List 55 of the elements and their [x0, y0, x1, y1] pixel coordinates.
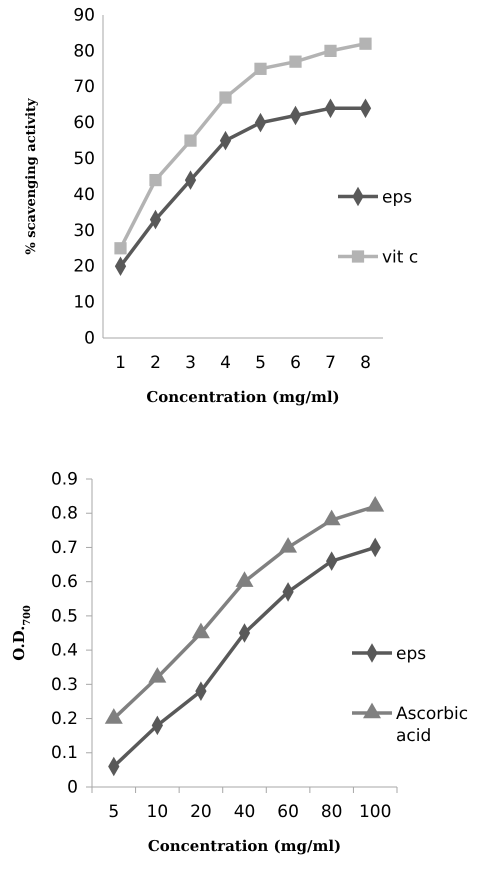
- y-tick-label: 0.4: [50, 640, 78, 661]
- point: [289, 56, 302, 68]
- y-tick-label: 0.2: [50, 708, 78, 729]
- point: [366, 496, 384, 512]
- legend-label: vit c: [382, 248, 418, 268]
- y-tick-label: 0.6: [50, 572, 78, 592]
- y-tick-label: 50: [73, 148, 95, 169]
- point: [279, 537, 298, 553]
- x-tick-label: 8: [360, 353, 371, 374]
- legend-label: eps: [396, 644, 426, 664]
- x-tick-label: 7: [325, 353, 336, 374]
- y-tick-label: 70: [73, 77, 95, 98]
- y-tick-label: 0.3: [50, 674, 78, 695]
- point: [324, 44, 337, 58]
- y-axis-title: % scavenging activity: [24, 98, 39, 255]
- y-tick-label: 0.9: [50, 469, 78, 490]
- x-tick-label: 100: [358, 802, 392, 822]
- legend-label: eps: [382, 188, 412, 208]
- point: [236, 571, 254, 587]
- x-tick-label: 1: [115, 353, 126, 374]
- y-tick-label: 30: [73, 220, 95, 241]
- y-tick-label: 10: [73, 292, 95, 313]
- y-tick-label: 20: [73, 256, 95, 277]
- x-tick-label: 2: [150, 353, 161, 374]
- y-tick-label: 0.8: [50, 504, 78, 524]
- y-tick-label: 0.5: [50, 606, 78, 626]
- x-tick-label: 80: [320, 802, 342, 822]
- y-tick-label: 0: [84, 328, 95, 348]
- point: [359, 38, 372, 50]
- y-tick-label: 0.1: [50, 743, 78, 764]
- y-tick-label: 0: [67, 777, 78, 798]
- x-tick-label: 5: [255, 353, 266, 374]
- point: [322, 510, 341, 526]
- y-tick-label: 40: [73, 184, 95, 205]
- y-tick-label: 0.7: [50, 538, 78, 558]
- x-tick-label: 6: [290, 353, 301, 374]
- point: [149, 174, 162, 186]
- x-tick-label: 4: [220, 353, 231, 374]
- point: [184, 134, 197, 147]
- y-tick-label: 90: [73, 5, 95, 26]
- point: [254, 62, 267, 75]
- x-tick-label: 60: [277, 802, 299, 822]
- point: [219, 91, 232, 104]
- x-tick-label: 40: [234, 802, 256, 822]
- legend-label: Ascorbic acid: [396, 704, 468, 746]
- x-tick-label: 5: [108, 802, 120, 822]
- y-tick-label: 80: [73, 41, 95, 62]
- x-tick-label: 3: [185, 353, 196, 374]
- x-axis-title: Concentration (mg/ml): [146, 388, 340, 406]
- x-tick-label: 10: [146, 802, 168, 822]
- point: [192, 622, 210, 638]
- point: [114, 242, 127, 254]
- x-axis-title: Concentration (mg/ml): [148, 837, 342, 855]
- x-tick-label: 20: [190, 802, 212, 822]
- y-tick-label: 60: [73, 113, 95, 134]
